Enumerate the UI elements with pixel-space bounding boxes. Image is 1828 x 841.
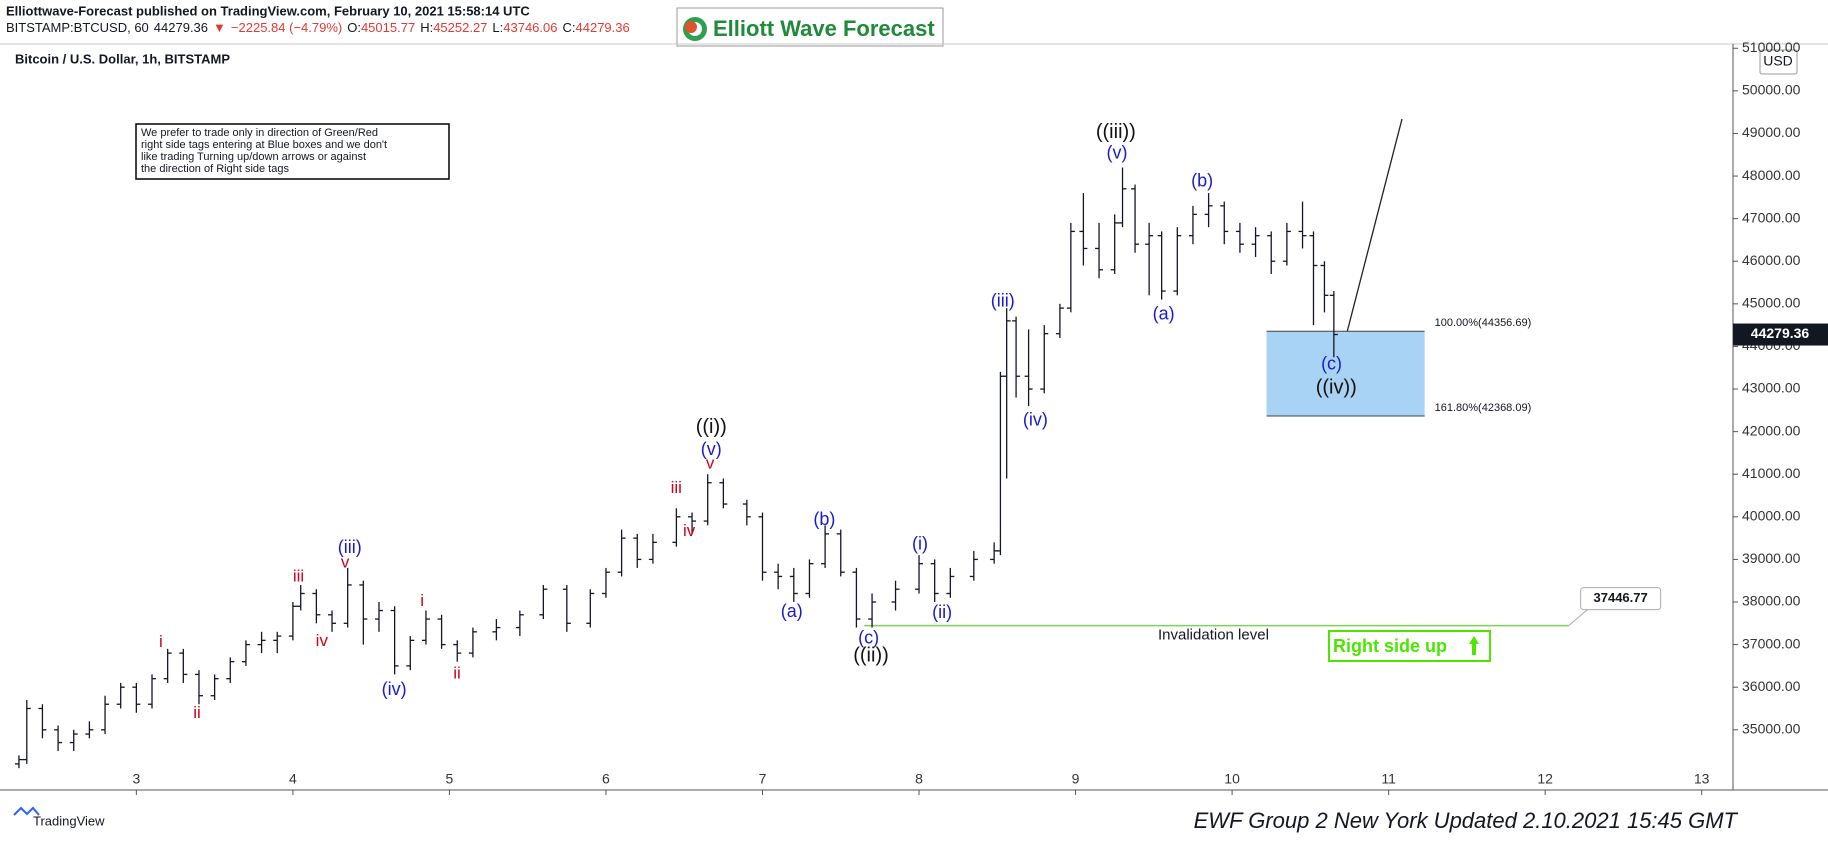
tag-box [1328,630,1491,662]
quote-part: BITSTAMP:BTCUSD, 60 [6,20,149,35]
note-line: We prefer to trade only in direction of … [141,127,378,139]
logo-text: Elliott Wave Forecast [713,16,935,41]
quote-part: 44279.36 [154,20,208,35]
price-callout [1580,587,1662,611]
quote-part: H: [420,20,433,35]
brand-icon [13,806,40,816]
wave-label: (v) [701,439,722,459]
chart-title: Bitcoin / U.S. Dollar, 1h, BITSTAMP [15,51,230,66]
wave-label: (v) [1107,143,1128,163]
note-line: like trading Turning up/down arrows or a… [141,151,366,163]
last-price-tag [1733,323,1828,346]
publisher: Elliottwave-Forecast published on Tradin… [6,3,530,18]
callout [1568,608,1589,626]
note-line: right side tags entering at Blue boxes a… [141,139,387,151]
wave-label: ((iii)) [1096,121,1136,143]
quote-part: 43746.06 [503,20,557,35]
note-line: the direction of Right side tags [141,163,289,175]
wave-label: iv [683,521,696,540]
update-note: EWF Group 2 New York Updated 2.10.2021 1… [1194,808,1739,833]
wave-label: ((ii)) [853,645,889,667]
y-tick-label: 39000.00 [1742,550,1801,566]
brand: TradingView [33,813,105,828]
wave-label: ((iv)) [1316,377,1357,399]
wave-label: (b) [813,509,835,529]
wave-label: (a) [1153,304,1175,324]
wave-label: iii [671,478,682,497]
x-tick-label: 5 [446,771,454,787]
x-tick-label: 7 [759,771,767,787]
fib-label: 100.00%(44356.69) [1435,317,1532,329]
wave-label: (iii) [991,291,1015,311]
y-tick-label: 36000.00 [1742,678,1801,694]
x-tick-label: 8 [915,771,923,787]
wave-label: ii [193,703,201,722]
y-tick-label: 51000.00 [1742,39,1801,55]
note-box [135,123,450,180]
y-tick-label: 46000.00 [1742,252,1801,268]
quote-part: O: [347,20,361,35]
wave-label: v [706,454,715,473]
price-callout-text: 37446.77 [1594,590,1648,605]
wave-label: ii [453,663,461,682]
fib-box [1266,331,1425,416]
wave-label: (a) [781,601,803,621]
wave-label: (c) [858,628,879,648]
wave-label: (i) [912,533,928,553]
logo-frame [676,7,944,47]
y-tick-label: 45000.00 [1742,295,1801,311]
y-tick-label: 49000.00 [1742,124,1801,140]
wave-label: v [341,553,350,572]
x-tick-label: 11 [1381,771,1396,787]
y-tick-label: 43000.00 [1742,380,1801,396]
quote-part: −2225.84 (−4.79%) [231,20,342,35]
y-tick-label: 47000.00 [1742,209,1801,225]
y-tick-label: 38000.00 [1742,593,1801,609]
wave-label: (b) [1191,171,1213,191]
fib-label: 161.80%(42368.09) [1435,402,1532,414]
wave-label: (iv) [382,679,407,699]
x-tick-label: 3 [132,771,140,787]
wave-label: (iii) [338,537,362,557]
wave-label: (iv) [1023,410,1048,430]
quote-part: 44279.36 [576,20,630,35]
x-tick-label: 6 [602,771,610,787]
y-tick-label: 40000.00 [1742,508,1801,524]
tag-arrow [1469,636,1479,655]
quote-part: 45252.27 [433,20,487,35]
x-tick-label: 13 [1694,771,1710,787]
y-tick-label: 50000.00 [1742,82,1801,98]
wave-label: (c) [1321,354,1342,374]
invalidation-label: Invalidation level [1158,627,1269,644]
logo-icon [685,21,697,33]
wave-label: ((i)) [696,416,727,438]
last-price: 44279.36 [1751,325,1810,341]
y-tick-label: 42000.00 [1742,422,1801,438]
x-tick-label: 4 [289,771,297,787]
wave-label: (ii) [932,602,952,622]
x-tick-label: 10 [1224,771,1240,787]
wave-label: iii [293,567,304,586]
wave-label: i [420,591,424,610]
projection-line [1343,118,1403,345]
wave-label: iv [316,631,329,650]
quote-part: L: [492,20,503,35]
quote-part: C: [563,20,576,35]
x-tick-label: 12 [1537,771,1553,787]
x-tick-label: 9 [1072,771,1080,787]
currency: USD [1763,53,1793,69]
quote-part: 45015.77 [361,20,415,35]
y-tick-label: 35000.00 [1742,720,1801,736]
tag-text: Right side up [1333,636,1447,656]
y-tick-label: 37000.00 [1742,635,1801,651]
wave-label: i [159,632,163,651]
quote-part: ▼ [213,20,226,35]
y-tick-label: 48000.00 [1742,167,1801,183]
y-tick-label: 41000.00 [1742,465,1801,481]
quote-line: BITSTAMP:BTCUSD, 60 44279.36 ▼ −2225.84 (−4… [6,20,630,35]
currency-box [1759,49,1798,75]
